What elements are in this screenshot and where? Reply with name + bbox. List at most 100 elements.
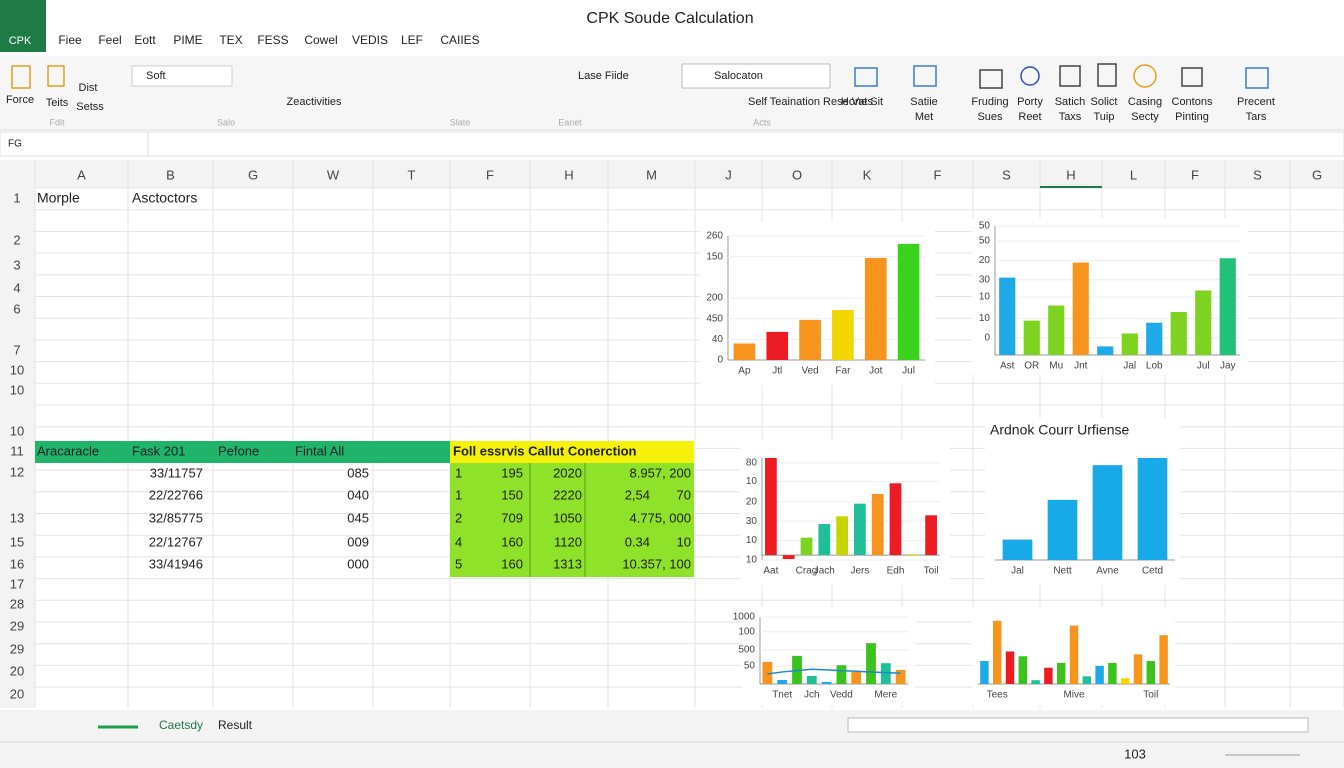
icon[interactable] <box>1020 66 1040 86</box>
row-header[interactable]: 10 <box>10 423 24 438</box>
bar <box>800 537 813 556</box>
ribbon-item[interactable]: Met <box>915 111 933 123</box>
menu-item[interactable]: FESS <box>257 33 288 47</box>
icon[interactable] <box>11 65 31 89</box>
ribbon-item[interactable]: Fruding <box>971 96 1008 108</box>
column-header[interactable]: J <box>725 167 732 182</box>
ribbon-item[interactable]: Dist <box>79 82 98 94</box>
bar <box>1097 346 1114 355</box>
row-header[interactable]: 17 <box>10 576 24 591</box>
ribbon-item[interactable]: Soft <box>146 70 166 82</box>
icon[interactable] <box>854 67 878 87</box>
ribbon-item[interactable]: Satich <box>1055 96 1086 108</box>
sheet-tab[interactable]: Caetsdy <box>159 718 203 732</box>
row-header[interactable]: 20 <box>10 663 24 678</box>
ribbon-item[interactable]: Self Teaination Rese Vats <box>748 96 873 108</box>
column-header[interactable]: H <box>1066 167 1075 182</box>
bar <box>1121 333 1138 355</box>
menu-item[interactable]: TEX <box>219 33 242 47</box>
ribbon-item[interactable]: Force <box>6 94 34 106</box>
ribbon-item[interactable]: Setss <box>76 101 104 113</box>
row-header[interactable]: 13 <box>10 510 24 525</box>
menu-item[interactable]: Cowel <box>304 33 337 47</box>
menu-item[interactable]: VEDIS <box>352 33 388 47</box>
sheet-tab[interactable]: Result <box>218 718 253 732</box>
column-header[interactable]: S <box>1002 167 1011 182</box>
column-header[interactable]: G <box>248 167 258 182</box>
row-header[interactable]: 29 <box>10 641 24 656</box>
column-header[interactable]: T <box>408 167 416 182</box>
row-header[interactable]: 7 <box>13 342 20 357</box>
h-scrollbar[interactable] <box>847 717 1309 733</box>
ribbon-item[interactable]: Teits <box>46 97 69 109</box>
icon[interactable] <box>1181 67 1203 87</box>
menu-item[interactable]: Fiee <box>58 33 82 47</box>
column-header[interactable]: B <box>166 167 175 182</box>
ribbon-item[interactable]: Tuip <box>1094 111 1115 123</box>
icon[interactable] <box>1133 64 1157 88</box>
column-header[interactable]: G <box>1312 167 1322 182</box>
ribbon-item[interactable]: Taxs <box>1059 111 1082 123</box>
menu-item[interactable]: CAIIES <box>440 33 479 47</box>
column-header[interactable]: S <box>1253 167 1262 182</box>
ribbon-item[interactable]: Solict <box>1091 96 1118 108</box>
ribbon-item[interactable]: Pinting <box>1175 111 1209 123</box>
row-header[interactable]: 28 <box>10 596 24 611</box>
icon[interactable] <box>1097 63 1117 87</box>
cell: 22/12767 <box>149 534 203 549</box>
bar <box>871 493 884 556</box>
ribbon-item[interactable]: Porty <box>1017 96 1043 108</box>
ribbon-item[interactable]: Satiie <box>910 96 938 108</box>
icon[interactable] <box>1059 65 1081 87</box>
column-header[interactable]: M <box>646 167 657 182</box>
row-header[interactable]: 3 <box>13 257 20 272</box>
icon[interactable] <box>913 65 937 87</box>
ribbon-item[interactable]: Reet <box>1018 111 1041 123</box>
column-header[interactable]: O <box>792 167 802 182</box>
ribbon-item[interactable]: Hone Sit <box>841 96 883 108</box>
column-header[interactable]: L <box>1130 167 1137 182</box>
row-header[interactable]: 11 <box>10 443 24 458</box>
column-header[interactable]: F <box>486 167 494 182</box>
bar <box>1170 312 1187 355</box>
row-header[interactable]: 1 <box>13 190 20 205</box>
column-header[interactable]: W <box>327 167 340 182</box>
ribbon-item[interactable]: Precent <box>1237 96 1275 108</box>
icon[interactable] <box>47 65 65 87</box>
icon[interactable] <box>1245 67 1269 89</box>
font-box[interactable] <box>131 65 233 87</box>
column-header[interactable]: A <box>77 167 86 182</box>
ribbon-item[interactable]: Secty <box>1131 111 1159 123</box>
column-header[interactable]: K <box>863 167 872 182</box>
style-box[interactable] <box>681 63 831 89</box>
menu-item[interactable]: LEF <box>401 33 423 47</box>
row-header[interactable]: 6 <box>13 301 20 316</box>
ribbon-group-label: Slate <box>450 117 471 127</box>
formula-bar[interactable] <box>0 131 1344 157</box>
row-header[interactable]: 10 <box>10 362 24 377</box>
column-header[interactable]: H <box>564 167 573 182</box>
menu-item[interactable]: PIME <box>173 33 202 47</box>
row-header[interactable]: 12 <box>10 464 24 479</box>
row-header[interactable]: 29 <box>10 618 24 633</box>
icon[interactable] <box>979 69 1003 89</box>
row-header[interactable]: 15 <box>10 534 24 549</box>
ribbon-item[interactable]: Tars <box>1246 111 1267 123</box>
ribbon-item[interactable]: Lase Fiide <box>578 70 629 82</box>
row-header[interactable]: 2 <box>13 232 20 247</box>
row-header[interactable]: 4 <box>13 280 20 295</box>
row-header[interactable]: 10 <box>10 382 24 397</box>
menu-item[interactable]: Feel <box>98 33 121 47</box>
row-header[interactable]: 20 <box>10 686 24 701</box>
row-header[interactable]: 16 <box>10 556 24 571</box>
column-header[interactable]: F <box>1191 167 1199 182</box>
ribbon-item[interactable]: Zeactivities <box>286 96 342 108</box>
ribbon-item[interactable]: Contons <box>1172 96 1213 108</box>
row-header-bar <box>0 188 35 708</box>
ribbon-item[interactable]: Salocaton <box>714 70 763 82</box>
ribbon-item[interactable]: Casing <box>1128 96 1162 108</box>
app-badge[interactable] <box>0 0 46 52</box>
column-header[interactable]: F <box>934 167 942 182</box>
ribbon-item[interactable]: Sues <box>977 111 1003 123</box>
menu-item[interactable]: Eott <box>134 33 156 47</box>
